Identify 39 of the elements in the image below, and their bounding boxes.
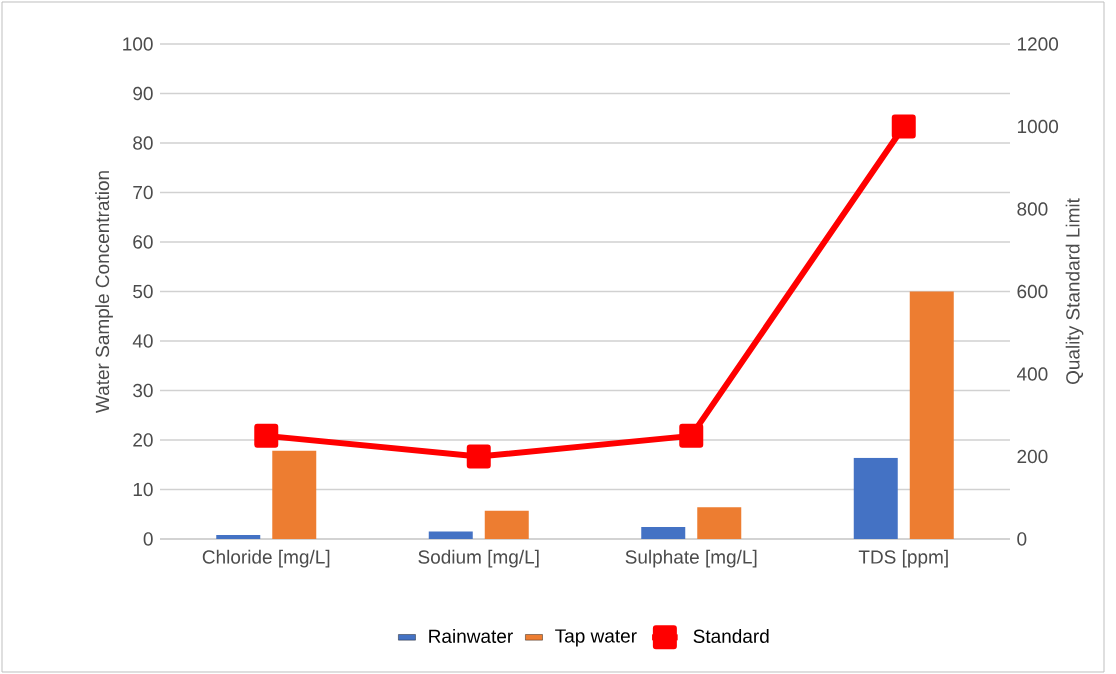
- bar: [272, 450, 317, 539]
- y2-tick-label: 400: [1016, 367, 1048, 381]
- bar: [641, 527, 686, 539]
- x-tick-label: Sodium [mg/L]: [418, 549, 539, 568]
- legend-label: Rainwater: [429, 629, 513, 643]
- y-tick-label: 50: [133, 284, 153, 299]
- bar: [216, 535, 261, 539]
- y2-tick-label: 600: [1017, 284, 1048, 299]
- y-tick-label: 0: [143, 532, 153, 546]
- y2-tick-label: 1200: [1017, 37, 1059, 51]
- y2-axis-title: Quality Standard Limit: [1065, 198, 1084, 385]
- y-tick-label: 30: [133, 383, 153, 398]
- legend-label: Tap water: [555, 629, 637, 647]
- y2-tick-label: 800: [1017, 202, 1048, 216]
- x-tick-label: Chloride [mg/L]: [202, 549, 330, 568]
- y-axis-title: Water Sample Concentration: [95, 171, 113, 414]
- legend-label: Standard: [693, 629, 769, 643]
- bar: [909, 291, 954, 539]
- y2-tick-label: 200: [1017, 449, 1048, 464]
- y-tick-label: 70: [133, 185, 153, 200]
- y-tick-label: 80: [133, 136, 153, 150]
- bar: [697, 507, 742, 539]
- y-tick-label: 90: [133, 86, 153, 101]
- y-tick-label: 60: [133, 235, 153, 249]
- y-tick-label: 100: [123, 37, 153, 51]
- bar: [484, 510, 529, 539]
- bar: [853, 457, 898, 539]
- point: [679, 423, 704, 448]
- y2-tick-label: 0: [1017, 532, 1027, 546]
- x-tick-label: Sulphate [mg/L]: [625, 549, 757, 568]
- bar: [428, 531, 473, 539]
- x-tick-label: TDS [ppm]: [858, 549, 948, 568]
- point: [891, 114, 916, 139]
- point: [466, 444, 491, 469]
- y-tick-label: 10: [133, 482, 153, 497]
- y2-tick-label: 1000: [1017, 119, 1059, 134]
- y-tick-label: 20: [133, 433, 153, 447]
- y-tick-label: 40: [132, 334, 153, 348]
- point: [254, 423, 279, 448]
